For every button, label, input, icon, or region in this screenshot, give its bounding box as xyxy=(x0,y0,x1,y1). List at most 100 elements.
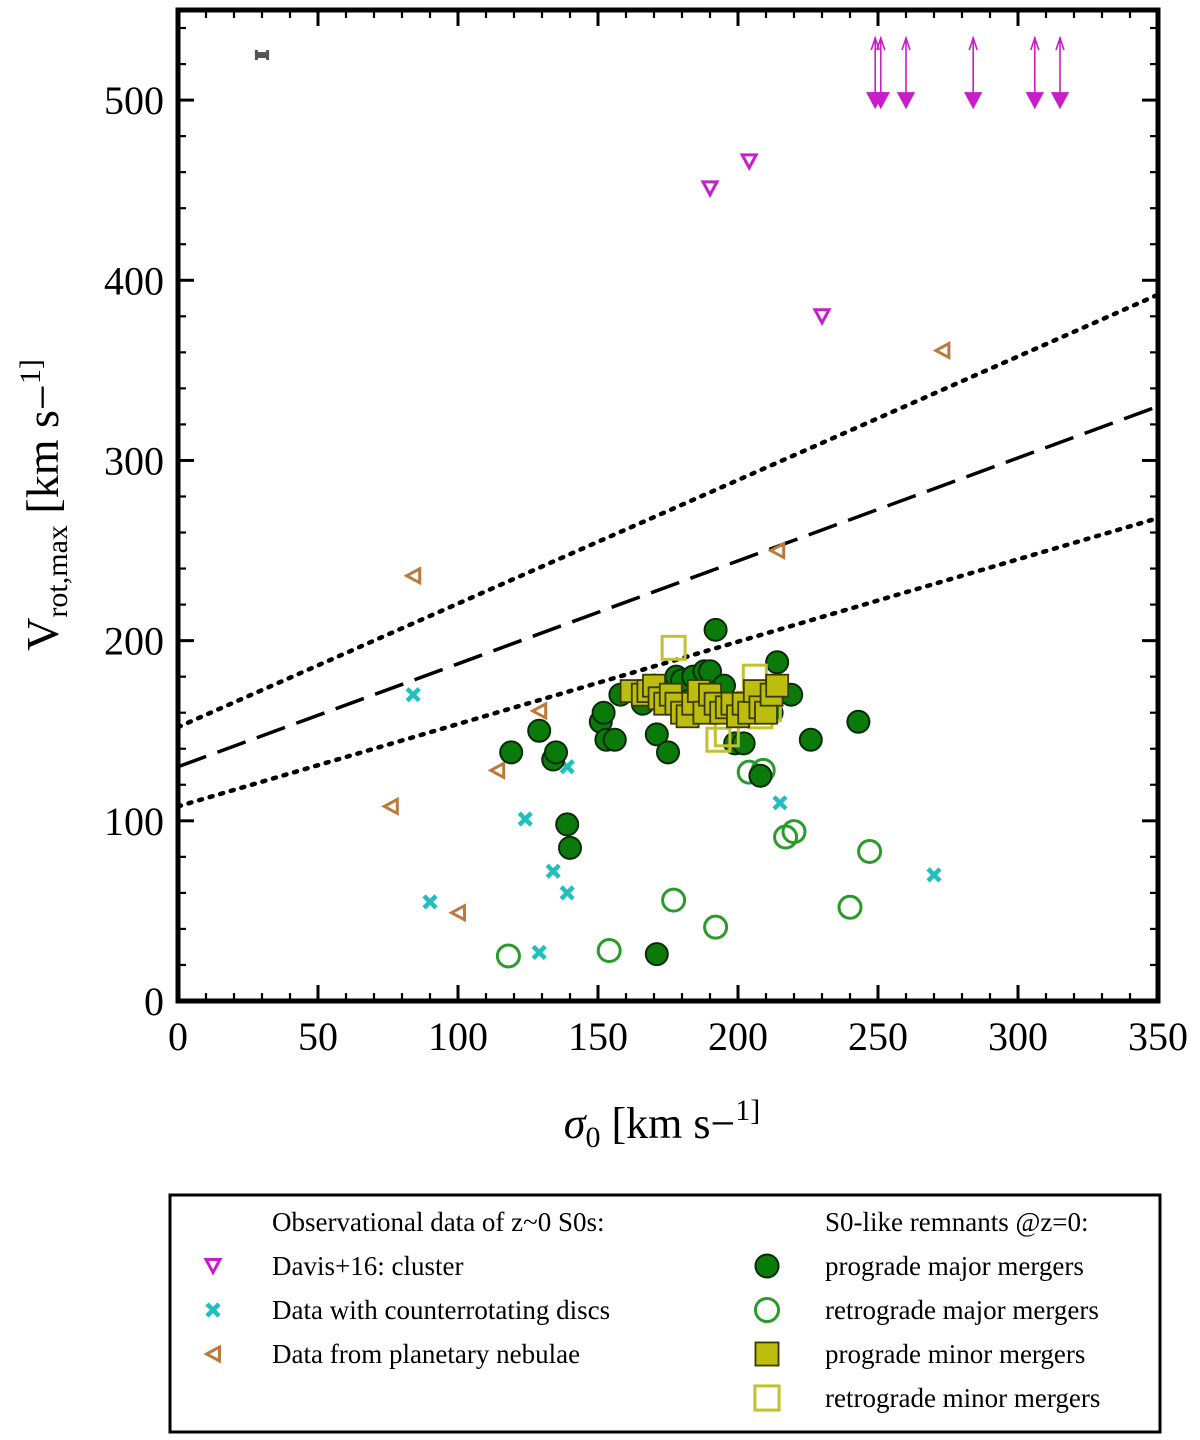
data-point xyxy=(748,763,773,788)
lower-limit-point xyxy=(1050,92,1070,110)
data-point xyxy=(765,650,790,675)
data-point xyxy=(602,727,627,752)
relation-dashed-line xyxy=(178,404,1158,769)
data-point xyxy=(596,938,622,964)
legend-box xyxy=(168,1193,1162,1434)
lower-limit-arrow-head xyxy=(876,35,886,51)
data-point xyxy=(705,726,732,753)
data-point xyxy=(544,740,568,765)
data-point xyxy=(422,894,438,910)
data-point xyxy=(517,811,533,827)
x-tick-label: 50 xyxy=(298,1014,338,1059)
y-axis-title: Vrot,max [km s−1] xyxy=(14,359,74,651)
data-point xyxy=(545,863,561,879)
legend-label: prograde minor mergers xyxy=(825,1339,1085,1369)
data-point xyxy=(591,700,616,725)
legend-entry: Data from planetary nebulae xyxy=(203,1339,580,1369)
legend-entry: prograde minor mergers xyxy=(754,1339,1085,1369)
relation-dotted-line-1 xyxy=(178,292,1158,730)
data-point xyxy=(495,943,521,969)
relation-dotted-line-2 xyxy=(178,515,1158,809)
data-point xyxy=(644,722,669,747)
data-point xyxy=(731,731,756,756)
data-point xyxy=(559,885,575,901)
series-4 xyxy=(495,757,883,969)
data-point xyxy=(656,740,680,765)
legend-label: Davis+16: cluster xyxy=(272,1251,463,1281)
error-bar-cap xyxy=(256,52,268,59)
data-point xyxy=(812,308,832,326)
data-point xyxy=(661,887,687,913)
lower-limit-arrow-head xyxy=(901,35,911,51)
data-point xyxy=(700,180,720,199)
legend-marker xyxy=(754,1253,780,1279)
data-point xyxy=(555,812,580,837)
legend-heading-simulations: S0-like remnants @z=0: xyxy=(825,1207,1089,1237)
axes: 0 50 100 150 200 250 300 350 0 100 200 300 400 500 σ0 … xyxy=(14,7,1188,1154)
legend-marker xyxy=(203,1258,223,1276)
legend-entry: prograde major mergers xyxy=(754,1251,1084,1281)
y-tick-label: 500 xyxy=(104,78,164,123)
legend-label: retrograde major mergers xyxy=(825,1295,1099,1325)
data-point xyxy=(531,944,547,960)
lower-limit-arrow-head xyxy=(1030,35,1040,51)
data-point xyxy=(703,617,728,642)
series-3 xyxy=(499,617,871,967)
data-point xyxy=(405,687,421,703)
x-tick-label: 300 xyxy=(988,1014,1048,1059)
data-point xyxy=(703,914,729,940)
data-point xyxy=(926,867,942,883)
y-tick-label: 100 xyxy=(104,799,164,844)
lower-limit-arrow-head xyxy=(968,35,978,51)
x-tick-label: 0 xyxy=(168,1014,188,1059)
data-point xyxy=(767,541,786,561)
data-point xyxy=(837,894,863,920)
lower-limit-point xyxy=(1025,92,1044,110)
y-tick-label: 400 xyxy=(104,258,164,303)
legend-entry: retrograde minor mergers xyxy=(753,1383,1100,1413)
lower-limit-arrow-head xyxy=(1055,35,1065,51)
legend-marker xyxy=(753,1296,781,1324)
y-tick-label: 0 xyxy=(144,979,164,1024)
data-point xyxy=(529,701,548,721)
data-point xyxy=(781,819,807,845)
data-point xyxy=(644,942,669,967)
data-point xyxy=(932,341,951,361)
legend-marker xyxy=(753,1384,781,1412)
legend-label: retrograde minor mergers xyxy=(825,1383,1100,1413)
legend-marker xyxy=(754,1341,780,1367)
legend-label: Data with counterrotating discs xyxy=(272,1295,610,1325)
data-point xyxy=(527,718,552,743)
legend-marker xyxy=(205,1302,221,1318)
data-point xyxy=(857,838,883,864)
legend-entry: Data with counterrotating discs xyxy=(205,1295,610,1325)
data-point xyxy=(487,760,506,780)
data-point xyxy=(381,796,399,816)
legend-label: Data from planetary nebulae xyxy=(272,1339,580,1369)
x-tick-label: 100 xyxy=(428,1014,488,1059)
x-axis-title: σ0 [km s−1] xyxy=(564,1094,761,1154)
plot-frame xyxy=(175,7,1161,1004)
data-point xyxy=(798,727,823,752)
legend-label: prograde major mergers xyxy=(825,1251,1084,1281)
y-tick-label: 200 xyxy=(104,619,164,664)
legend-entry: Davis+16: cluster xyxy=(203,1251,463,1281)
y-tick-label: 300 xyxy=(104,438,164,483)
data-point xyxy=(772,795,788,811)
legend-marker xyxy=(203,1344,221,1364)
series-5 xyxy=(619,673,790,729)
series-1 xyxy=(405,687,942,960)
lower-limit-point xyxy=(871,92,890,110)
x-tick-label: 150 xyxy=(568,1014,628,1059)
data-point xyxy=(765,673,790,698)
plot-area xyxy=(178,35,1158,969)
series-0 xyxy=(700,35,1070,326)
lower-limit-point xyxy=(964,92,983,110)
legend-entry: retrograde major mergers xyxy=(753,1295,1099,1325)
legend: Observational data of z~0 S0s: S0-like re… xyxy=(168,1193,1162,1434)
legend-heading-observational: Observational data of z~0 S0s: xyxy=(272,1207,605,1237)
series-2 xyxy=(381,341,951,923)
data-point xyxy=(448,903,466,923)
data-point xyxy=(660,634,687,661)
